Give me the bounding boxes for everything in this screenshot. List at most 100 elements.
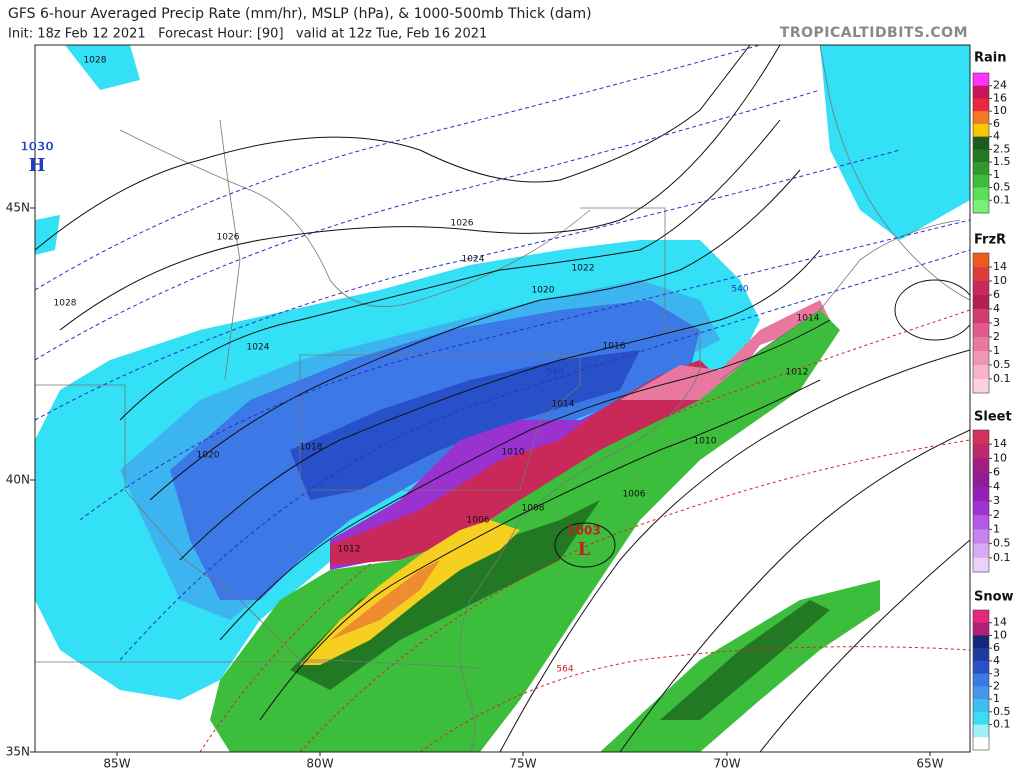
isobar-label: 1026 (451, 219, 474, 229)
legend-label: 0.5 (993, 358, 1011, 371)
snow-light (820, 45, 970, 240)
rain-orange (330, 560, 440, 640)
rain-heavy (660, 600, 830, 720)
thickness-warm (199, 309, 970, 752)
map-body (35, 45, 970, 752)
isobar-label: 1006 (623, 490, 646, 500)
isobar-label: 1012 (338, 545, 361, 555)
isobar-label: 1010 (502, 448, 525, 458)
legend-label: 6 (993, 288, 1000, 301)
legend-swatch (973, 430, 989, 445)
isobar (35, 45, 751, 251)
isobar-label: 1018 (300, 443, 323, 453)
state-border (35, 384, 481, 669)
legend-title: Sleet (974, 410, 1012, 425)
legend-swatch (973, 351, 989, 366)
legend-swatch (973, 123, 989, 137)
legend-swatch (973, 610, 989, 624)
lat-label: 45N (6, 201, 30, 215)
legend-swatch (973, 365, 989, 380)
legend-swatch (973, 515, 989, 530)
legend-label: 4 (993, 302, 1000, 315)
legend-swatch (973, 724, 989, 738)
legend-swatch (973, 501, 989, 516)
isobars (35, 45, 970, 752)
legend-frame (972, 72, 990, 214)
freezing-rain-light (620, 300, 830, 400)
legend-swatch (973, 281, 989, 296)
legend-swatch (973, 557, 989, 573)
isobar-label: 1026 (217, 233, 240, 243)
state-border (580, 207, 701, 370)
isobar (894, 279, 970, 341)
legend-label: 14 (993, 616, 1007, 629)
legend-swatch (973, 136, 989, 150)
isobar-label: 1022 (572, 264, 595, 274)
legend-label: 0.1 (993, 372, 1011, 385)
legend-swatch (973, 622, 989, 636)
legend-swatch (973, 149, 989, 163)
legend-label: 1 (993, 522, 1000, 535)
legend-swatch (973, 309, 989, 324)
isobar (499, 349, 970, 752)
legend-label: 2 (993, 330, 1000, 343)
legend-label: 0.5 (993, 537, 1011, 550)
isobar-label: 1008 (522, 504, 545, 514)
legend-label: 1 (993, 344, 1000, 357)
legend-label: 10 (993, 628, 1007, 641)
legend-swatch (973, 253, 989, 268)
legend-label: 10 (993, 274, 1007, 287)
legend-label: 1.5 (993, 155, 1011, 168)
legend-label: 4 (993, 654, 1000, 667)
legend-swatch (973, 267, 989, 282)
isobar (179, 249, 821, 561)
thickness-label: 540 (731, 285, 748, 295)
isobar-label: 1010 (694, 437, 717, 447)
legend-title: Snow (974, 590, 1014, 605)
subtitle: Init: 18z Feb 12 2021 Forecast Hour: [90… (8, 27, 487, 42)
thickness-label: 564 (556, 665, 573, 675)
legend-label: 2 (993, 508, 1000, 521)
legend-swatch (973, 187, 989, 201)
rain-heavy (290, 500, 600, 690)
high-value: 1030 (20, 140, 53, 154)
legend-label: 6 (993, 117, 1000, 130)
legend-label: 0.1 (993, 718, 1011, 731)
legend-label: 10 (993, 104, 1007, 117)
legend-label: 0.1 (993, 193, 1011, 206)
credit: TROPICALTIDBITS.COM (780, 25, 968, 41)
isobar-label: 1028 (84, 56, 107, 66)
legend-label: 4 (993, 130, 1000, 143)
lon-label: 70W (713, 757, 740, 771)
legend-label: 14 (993, 437, 1007, 450)
thickness-line (199, 309, 970, 752)
thickness-line (79, 219, 970, 521)
thickness-line (35, 149, 901, 421)
title: GFS 6-hour Averaged Precip Rate (mm/hr),… (8, 6, 592, 22)
legend-swatch (973, 543, 989, 559)
legend-label: 10 (993, 451, 1007, 464)
isobar (149, 169, 801, 501)
isobar (619, 429, 970, 752)
lon-label: 65W (916, 757, 943, 771)
legend-label: 3 (993, 316, 1000, 329)
legend-swatch (973, 635, 989, 649)
legend-swatch (973, 111, 989, 125)
legend-label: 0.1 (993, 551, 1011, 564)
legend-label: 3 (993, 494, 1000, 507)
map-frame (34, 44, 971, 753)
coastline (459, 369, 701, 752)
legend-swatch (973, 711, 989, 725)
thickness-cold (35, 45, 970, 661)
isobar-label: 1024 (462, 255, 485, 265)
isobar-label: 1014 (552, 400, 575, 410)
lon-label: 75W (509, 757, 536, 771)
isobar (759, 539, 970, 752)
low-value: 1003 (567, 524, 600, 538)
isobar-label: 1012 (786, 368, 809, 378)
legend-label: 6 (993, 641, 1000, 654)
freezing-rain (330, 360, 720, 565)
legend-swatch (973, 458, 989, 473)
isobar-label: 1014 (797, 314, 820, 324)
